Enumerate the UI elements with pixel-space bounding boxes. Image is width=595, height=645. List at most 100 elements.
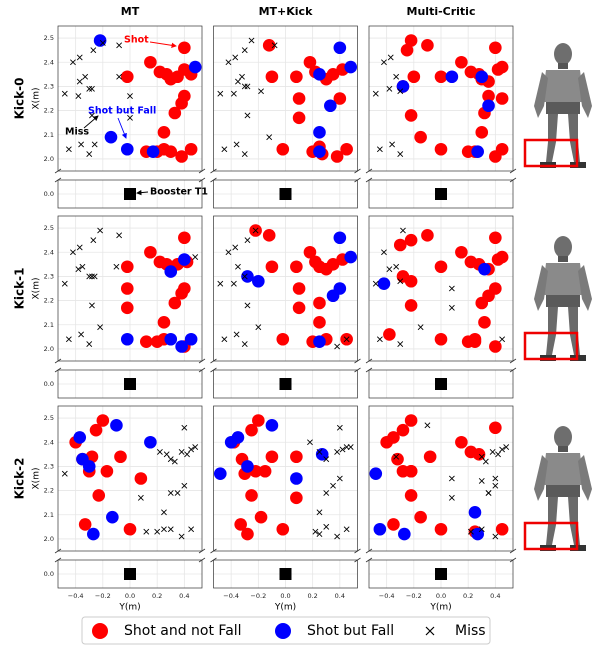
point [164, 265, 177, 278]
point [175, 340, 188, 353]
x-tick-label: −0.2 [95, 592, 111, 600]
point [478, 316, 491, 329]
point [496, 61, 509, 74]
point [178, 231, 191, 244]
point [158, 316, 171, 329]
point [106, 511, 119, 524]
point [475, 126, 488, 139]
point [387, 518, 400, 531]
y-tick-label: 2.2 [44, 297, 54, 305]
point [435, 143, 448, 156]
point [414, 511, 427, 524]
column-title: MT [121, 5, 140, 18]
point [435, 523, 448, 536]
point [121, 282, 134, 295]
point [398, 528, 411, 541]
point [405, 234, 418, 247]
legend-label: Shot but Fall [307, 623, 394, 639]
point [435, 260, 448, 273]
y-axis-label: X(m) [32, 468, 42, 490]
point [405, 109, 418, 122]
point [324, 99, 337, 112]
point [259, 465, 272, 478]
point [110, 419, 123, 432]
point [408, 70, 421, 83]
point [101, 465, 114, 478]
point [405, 275, 418, 288]
booster-marker [124, 568, 136, 580]
point [178, 41, 191, 54]
point [189, 61, 202, 74]
point [276, 143, 289, 156]
point [383, 328, 396, 341]
point [455, 56, 468, 69]
y-tick-label: 0.0 [44, 380, 54, 388]
point [178, 282, 191, 295]
point [469, 335, 482, 348]
point [263, 229, 276, 242]
point [266, 450, 279, 463]
point [482, 99, 495, 112]
point [475, 297, 488, 310]
booster-marker [435, 568, 447, 580]
point [121, 260, 134, 273]
point [293, 112, 306, 125]
point [135, 472, 148, 485]
robot-image [525, 236, 592, 361]
point [121, 143, 134, 156]
point [164, 333, 177, 346]
point [414, 131, 427, 144]
booster-marker [435, 378, 447, 390]
x-tick-label: −0.4 [68, 592, 84, 600]
y-axis-label: X(m) [32, 278, 42, 300]
y-tick-label: 2.4 [44, 438, 54, 446]
point [169, 297, 182, 310]
x-tick-label: 0.4 [335, 592, 345, 600]
point [290, 472, 303, 485]
y-tick-label: 2.0 [44, 155, 54, 163]
point [394, 239, 407, 252]
y-tick-label: 2.0 [44, 535, 54, 543]
point [144, 56, 157, 69]
point [79, 518, 92, 531]
point [489, 282, 502, 295]
point [489, 150, 502, 163]
point [435, 70, 448, 83]
y-tick-label: 2.5 [44, 414, 54, 422]
figure: 2.02.12.22.32.42.50.0MTKick-0X(m)ShotSho… [0, 0, 595, 645]
point [446, 70, 459, 83]
point [331, 150, 344, 163]
point [397, 80, 410, 93]
legend-marker [92, 623, 108, 639]
page: {"legend_loc": "bottom", "chart_data": [… [0, 0, 595, 645]
x-tick-label: −0.2 [250, 592, 266, 600]
point [164, 145, 177, 158]
point [158, 126, 171, 139]
point [313, 335, 326, 348]
point [455, 246, 468, 259]
point [245, 489, 258, 502]
point [397, 424, 410, 437]
booster-marker [124, 378, 136, 390]
point [241, 460, 254, 473]
point [469, 506, 482, 519]
robot-image [525, 43, 592, 168]
annotation: Booster T1 [150, 187, 208, 198]
point [405, 414, 418, 427]
point [178, 90, 191, 103]
column-title: MT+Kick [259, 5, 313, 18]
point [290, 450, 303, 463]
point [147, 145, 160, 158]
booster-marker [280, 188, 292, 200]
point [293, 302, 306, 315]
y-tick-label: 0.0 [44, 190, 54, 198]
point [489, 41, 502, 54]
booster-marker [124, 188, 136, 200]
x-tick-label: 0.2 [463, 592, 473, 600]
point [225, 436, 238, 449]
point [496, 92, 509, 105]
y-tick-label: 2.3 [44, 82, 54, 90]
point [241, 528, 254, 541]
point [276, 523, 289, 536]
point [421, 39, 434, 52]
